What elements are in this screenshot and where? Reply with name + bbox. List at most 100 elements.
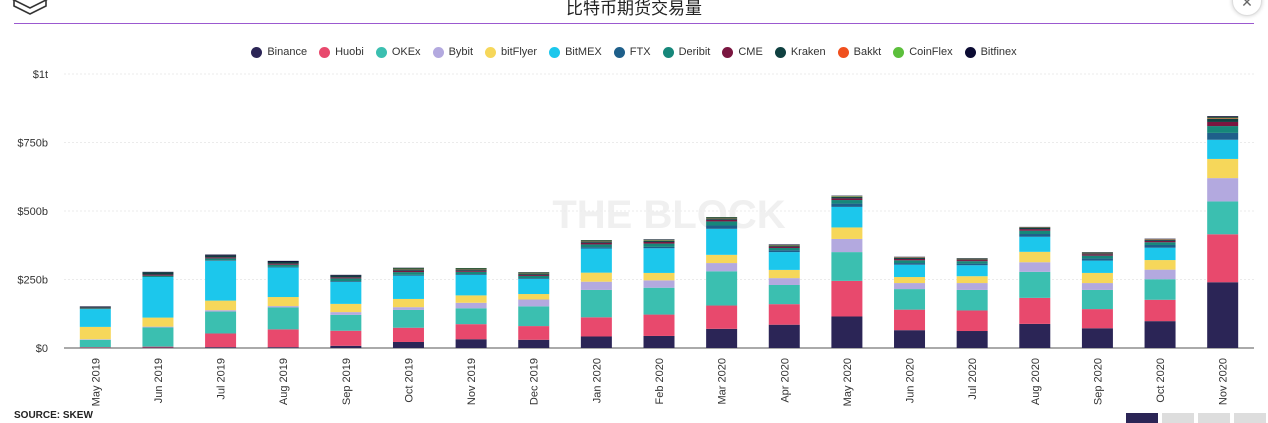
y-tick-label: $250b — [17, 275, 48, 287]
bar-segment — [393, 310, 424, 328]
bar-segment — [142, 347, 173, 348]
bar-segment — [957, 276, 988, 283]
bar-segment — [1145, 260, 1176, 270]
bar-segment — [1207, 118, 1238, 119]
bar-segment — [205, 260, 236, 261]
watermark-text: THE BLOCK — [552, 193, 785, 237]
bar-segment — [831, 204, 862, 207]
bar-segment — [769, 278, 800, 285]
bar-segment — [268, 297, 299, 306]
bar-segment — [393, 272, 424, 275]
bar-segment — [518, 272, 549, 273]
bar-segment — [894, 265, 925, 277]
bar-segment — [518, 340, 549, 348]
bar-segment — [1082, 254, 1113, 255]
x-tick-label: Sep 2020 — [1092, 358, 1104, 405]
bar-segment — [644, 241, 675, 242]
bar-segment — [1019, 324, 1050, 348]
bar-segment — [1082, 328, 1113, 348]
bar-segment — [581, 240, 612, 241]
bar-segment — [456, 269, 487, 270]
bar-segment — [1207, 126, 1238, 133]
bar-segment — [957, 258, 988, 259]
bar-segment — [330, 277, 361, 278]
pager-dot[interactable] — [1162, 413, 1194, 423]
y-tick-label: $750b — [17, 138, 48, 150]
bar-segment — [769, 247, 800, 248]
bar-segment — [205, 256, 236, 258]
bar-segment — [268, 262, 299, 264]
bar-segment — [205, 347, 236, 348]
bar-segment — [330, 281, 361, 282]
x-tick-label: Dec 2019 — [529, 358, 541, 405]
bar-segment — [80, 306, 111, 307]
bar-segment — [142, 276, 173, 277]
bar-segment — [769, 304, 800, 325]
bar-segment — [1207, 133, 1238, 140]
bar-segment — [1145, 242, 1176, 245]
bar-segment — [268, 347, 299, 348]
bar-segment — [644, 248, 675, 273]
bar-segment — [894, 258, 925, 259]
bar-segment — [1145, 240, 1176, 241]
bar-segment — [142, 272, 173, 274]
bar-segment — [1145, 279, 1176, 300]
bar-segment — [706, 220, 737, 222]
bar-segment — [205, 258, 236, 260]
bar-segment — [894, 283, 925, 289]
bar-segment — [1207, 178, 1238, 201]
bar-segment — [393, 275, 424, 276]
bar-segment — [581, 282, 612, 290]
bar-segment — [1082, 290, 1113, 309]
x-tick-label: Aug 2020 — [1030, 358, 1042, 405]
x-tick-label: Oct 2020 — [1155, 358, 1167, 403]
x-tick-label: Nov 2020 — [1218, 358, 1230, 405]
bar-segment — [831, 239, 862, 252]
y-tick-label: $0 — [36, 343, 48, 355]
bar-segment — [205, 301, 236, 311]
bar-segment — [894, 257, 925, 258]
bar-segment — [393, 342, 424, 348]
pager-dot[interactable] — [1198, 413, 1230, 423]
bar-segment — [1019, 252, 1050, 262]
bar-segment — [268, 267, 299, 297]
bar-segment — [456, 339, 487, 348]
bar-segment — [1082, 283, 1113, 290]
bar-segment — [330, 304, 361, 312]
source-note: SOURCE: SKEW — [14, 410, 93, 421]
x-tick-label: Feb 2020 — [654, 358, 666, 404]
bar-segment — [456, 303, 487, 308]
pager-dot[interactable] — [1126, 413, 1158, 423]
bar-segment — [831, 200, 862, 204]
bar-segment — [957, 310, 988, 331]
bar-segment — [1207, 201, 1238, 234]
bar-segment — [706, 218, 737, 219]
bar-segment — [644, 244, 675, 247]
bar-segment — [393, 276, 424, 299]
bar-segment — [268, 265, 299, 267]
bar-segment — [1207, 119, 1238, 122]
pager-dot[interactable] — [1234, 413, 1266, 423]
bar-segment — [205, 312, 236, 334]
x-tick-label: Nov 2019 — [466, 358, 478, 405]
x-tick-label: May 2020 — [842, 358, 854, 406]
bar-segment — [268, 267, 299, 268]
bar-segment — [769, 246, 800, 247]
bar-segment — [205, 255, 236, 256]
bar-segment — [957, 264, 988, 266]
bar-segment — [142, 318, 173, 327]
x-tick-label: May 2019 — [90, 358, 102, 406]
bar-segment — [769, 285, 800, 304]
bar-segment — [142, 327, 173, 346]
bar-segment — [581, 336, 612, 348]
bar-segment — [205, 310, 236, 311]
bar-segment — [1207, 122, 1238, 126]
bar-segment — [330, 315, 361, 331]
bar-segment — [80, 347, 111, 348]
bar-segment — [330, 275, 361, 276]
bar-segment — [80, 340, 111, 347]
bar-segment — [1207, 159, 1238, 178]
bar-segment — [831, 198, 862, 200]
bar-segment — [456, 324, 487, 339]
bar-segment — [706, 255, 737, 263]
